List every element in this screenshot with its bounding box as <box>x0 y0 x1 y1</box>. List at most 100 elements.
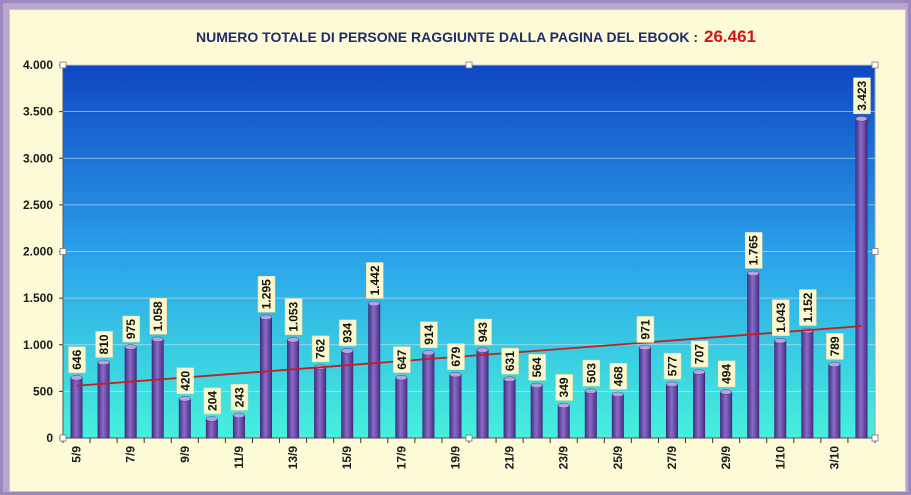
data-label-group: 243 <box>230 384 249 411</box>
data-label: 503 <box>584 363 598 383</box>
bar <box>476 349 489 439</box>
bar <box>422 352 435 439</box>
selection-handle <box>871 248 879 255</box>
x-tick-label: 27/9 <box>665 446 679 470</box>
data-label-box <box>203 387 222 415</box>
x-tick-label: 17/9 <box>394 446 408 470</box>
bar-top <box>720 389 733 395</box>
data-label: 707 <box>693 344 707 364</box>
bar-top <box>855 116 868 122</box>
bar-top <box>368 300 381 307</box>
data-label-group: 564 <box>528 354 546 381</box>
y-tick-label: 4.000 <box>23 58 53 72</box>
data-label-box <box>284 298 303 336</box>
data-label: 243 <box>232 387 246 407</box>
bar <box>97 362 110 439</box>
data-label-group: 1.765 <box>744 232 763 269</box>
selection-handle <box>871 61 879 69</box>
y-tick-label: 2.000 <box>23 245 53 259</box>
bar-top <box>476 347 489 353</box>
data-label: 349 <box>557 377 571 397</box>
plot-area: 0 500 1.000 1.500 2.000 2.500 3.000 3.500 4.000 5… <box>23 58 879 470</box>
bar-top <box>341 348 354 354</box>
bar <box>638 347 651 439</box>
bar-top <box>151 336 164 342</box>
bar <box>530 385 543 439</box>
bar <box>666 383 678 439</box>
bar <box>720 391 733 439</box>
bar <box>260 316 272 439</box>
data-label-group: 349 <box>555 374 573 401</box>
data-label-group: 1.043 <box>772 299 790 336</box>
bar-top <box>97 359 110 366</box>
y-tick-label: 1.500 <box>23 291 53 305</box>
data-label-box <box>744 232 763 269</box>
bar <box>611 394 624 439</box>
bar <box>449 374 462 439</box>
bar-top <box>774 338 787 344</box>
data-label: 1.053 <box>287 301 301 331</box>
data-label-box <box>690 340 709 368</box>
data-label-group: 1.058 <box>149 298 167 335</box>
bar-top <box>584 388 597 394</box>
data-label-group: 1.152 <box>799 289 817 326</box>
data-label-group: 494 <box>717 360 736 388</box>
data-label-box <box>636 316 655 343</box>
data-label: 577 <box>666 356 680 376</box>
data-label-box <box>122 315 140 343</box>
data-label: 494 <box>720 364 734 384</box>
bar <box>205 418 218 439</box>
data-label: 204 <box>205 391 219 411</box>
bar-top <box>449 372 462 378</box>
data-label: 679 <box>449 346 463 366</box>
data-label-box <box>663 352 682 380</box>
bar <box>314 366 327 439</box>
data-label-group: 646 <box>68 346 86 374</box>
bar <box>747 273 760 439</box>
data-label-box <box>176 367 195 395</box>
x-tick-label: 21/9 <box>503 446 517 470</box>
data-label-box <box>447 343 465 370</box>
data-label: 1.058 <box>151 301 165 331</box>
data-label: 914 <box>422 324 436 344</box>
bar <box>151 339 164 439</box>
data-label-group: 914 <box>420 321 438 349</box>
x-tick-label: 13/9 <box>286 446 300 470</box>
bar <box>801 330 814 439</box>
data-label: 564 <box>530 357 544 377</box>
bar-top <box>747 270 760 277</box>
data-label-group: 762 <box>311 335 330 363</box>
data-label-group: 975 <box>122 315 140 343</box>
selection-handle <box>465 61 473 69</box>
data-label-group: 647 <box>393 346 411 373</box>
data-label: 1.152 <box>801 292 815 322</box>
bar <box>368 303 381 439</box>
data-label: 420 <box>178 370 192 390</box>
bar <box>124 346 137 439</box>
data-label-box <box>311 335 330 363</box>
data-label-group: 503 <box>582 359 601 387</box>
data-label-box <box>501 347 519 375</box>
bar <box>70 377 83 439</box>
bar <box>232 415 245 439</box>
data-label-group: 1.442 <box>366 262 384 299</box>
data-label-box <box>717 360 736 388</box>
bar-top <box>395 375 408 381</box>
chart-title: NUMERO TOTALE DI PERSONE RAGGIUNTE DALLA… <box>196 29 698 45</box>
data-label-group: 934 <box>338 319 357 347</box>
bar-top <box>503 376 516 382</box>
bar <box>503 378 516 439</box>
y-tick-label: 2.500 <box>23 198 53 212</box>
bar-top <box>693 369 705 375</box>
data-label: 468 <box>611 366 625 386</box>
data-label-group: 1.053 <box>284 298 303 336</box>
bar-top <box>124 344 137 350</box>
data-label-box <box>582 359 601 387</box>
data-label: 646 <box>70 349 84 369</box>
x-tick-label: 3/10 <box>827 446 841 470</box>
bar <box>178 398 191 439</box>
data-label-group: 468 <box>609 363 628 390</box>
data-label-box <box>609 363 628 390</box>
data-label-group: 971 <box>636 316 655 343</box>
data-label-box <box>528 354 546 381</box>
